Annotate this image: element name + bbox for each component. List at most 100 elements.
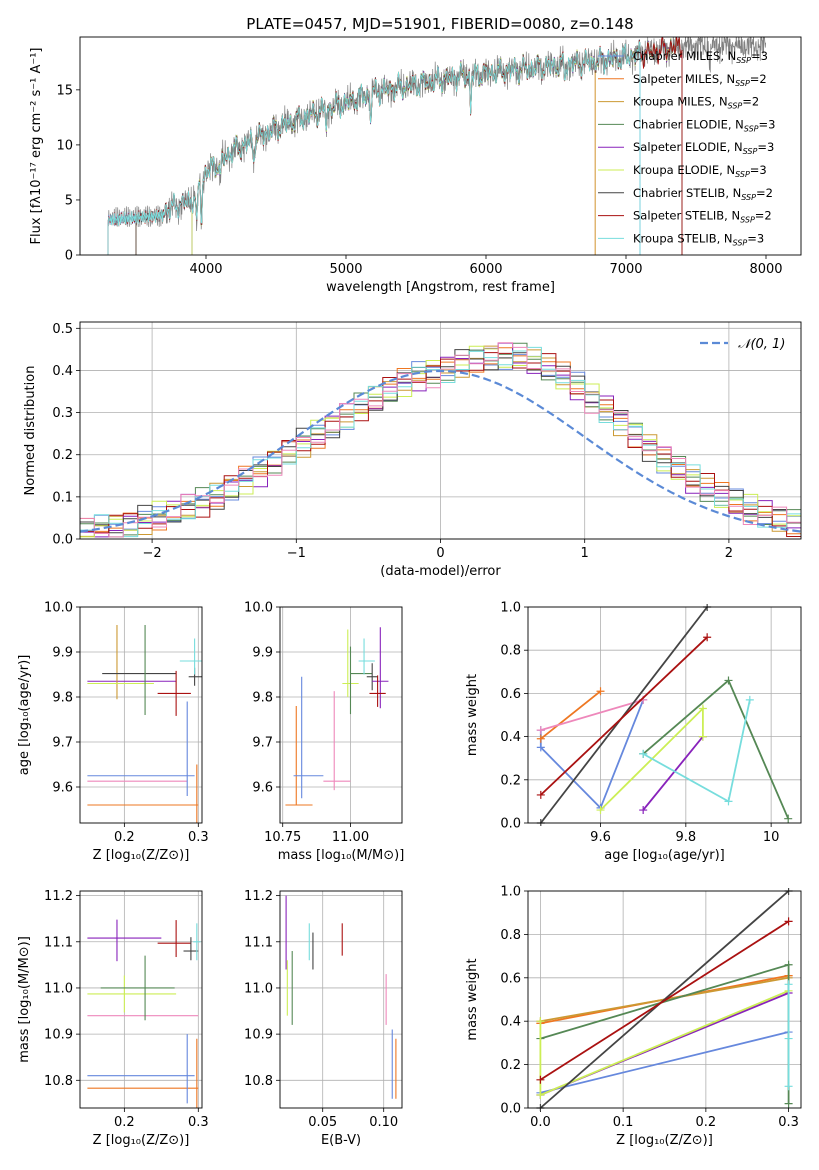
legend-entry: Kroupa ELODIE, NSSP=3	[633, 163, 767, 179]
data-point	[745, 695, 754, 704]
y-tick-label: 1.0	[500, 601, 521, 616]
data-point	[536, 1075, 545, 1084]
spectrum-axes	[76, 89, 767, 259]
x-axis-label: age [log₁₀(age/yr)]	[604, 848, 725, 863]
age-vs-Z-axes	[76, 606, 202, 827]
x-tick-label: 0.3	[778, 1115, 799, 1130]
mass-vs-EBV-points	[285, 895, 397, 1099]
y-tick-label: 0.4	[52, 364, 73, 379]
series-line	[539, 890, 790, 1109]
y-tick-label: 10.9	[244, 1028, 273, 1043]
y-tick-label: 0.6	[500, 687, 521, 702]
massweight-vs-Z-frame	[527, 890, 802, 1109]
x-tick-label: 0.0	[530, 1115, 551, 1130]
y-tick-label: 10.8	[244, 1074, 273, 1089]
x-axis-label: (data-model)/error	[380, 564, 501, 579]
y-tick-label: 9.7	[52, 736, 73, 751]
x-tick-label: 0.2	[114, 1115, 135, 1130]
model-spectrum-line	[135, 48, 596, 255]
y-axis-label: mass weight	[465, 674, 480, 756]
x-tick-label: −1	[287, 546, 306, 561]
x-tick-label: 0.3	[188, 1115, 209, 1130]
y-tick-label: 0.1	[52, 490, 73, 505]
data-point	[784, 814, 793, 823]
y-tick-label: 0	[65, 249, 73, 264]
y-tick-label: 11.0	[44, 981, 73, 996]
y-tick-label: 0.0	[500, 817, 521, 832]
data-point	[536, 1017, 545, 1026]
data-point	[698, 704, 707, 713]
y-axis-label: mass [log₁₀(M/M⊙)]	[17, 936, 32, 1063]
age-vs-Z-frame	[79, 606, 203, 824]
age-vs-mass-frame	[279, 606, 403, 824]
x-tick-label: 0.10	[369, 1115, 398, 1130]
x-tick-label: 11.00	[332, 830, 369, 845]
age-vs-mass-points	[285, 627, 389, 806]
legend-entry: Salpeter MILES, NSSP=2	[633, 72, 767, 88]
observed-spectrum	[107, 37, 767, 232]
figure-title: PLATE=0457, MJD=51901, FIBERID=0080, z=0…	[246, 15, 633, 33]
y-tick-label: 0.2	[500, 1058, 521, 1073]
y-tick-label: 9.8	[52, 691, 73, 706]
series-line	[642, 736, 704, 811]
y-tick-label: 0.3	[52, 406, 73, 421]
data-point	[536, 726, 545, 735]
histogram-plot	[80, 342, 801, 538]
legend-entry: Salpeter STELIB, NSSP=2	[633, 209, 772, 225]
x-tick-label: 2	[725, 546, 733, 561]
y-tick-label: 11.2	[244, 889, 273, 904]
data-point	[784, 980, 793, 989]
mass-vs-Z-points	[87, 919, 201, 1108]
series-line	[642, 678, 790, 820]
massweight-vs-age-axes	[524, 606, 801, 827]
x-tick-label: 9.8	[675, 830, 696, 845]
data-point	[784, 960, 793, 969]
legend-entry: Kroupa STELIB, NSSP=3	[633, 231, 764, 247]
y-tick-label: 10	[56, 138, 73, 153]
x-tick-label: 6000	[469, 262, 502, 277]
massweight-vs-age-frame	[527, 606, 802, 824]
legend-entry: Chabrier ELODIE, NSSP=3	[633, 117, 775, 133]
y-tick-label: 9.6	[52, 781, 73, 796]
y-axis-label: mass weight	[465, 958, 480, 1040]
data-point	[784, 1082, 793, 1091]
x-axis-label: wavelength [Angstrom, rest frame]	[326, 280, 555, 295]
data-point	[724, 797, 733, 806]
y-tick-label: 0.5	[52, 322, 73, 337]
series-line	[539, 989, 789, 1097]
massweight-vs-Z-lines	[536, 888, 793, 1111]
x-tick-label: 8000	[749, 262, 782, 277]
x-tick-label: 9.6	[590, 830, 611, 845]
y-tick-label: 0.2	[52, 448, 73, 463]
x-tick-label: 10	[763, 830, 780, 845]
y-tick-label: 11.1	[44, 935, 73, 950]
residual-hist-frame	[79, 321, 802, 540]
series-line	[540, 699, 644, 731]
legend-entry: Chabrier MILES, NSSP=3	[633, 49, 768, 65]
data-point	[536, 790, 545, 799]
y-axis-label: Normed distribution	[23, 366, 38, 496]
x-axis-label: Z [log₁₀(Z/Z⊙)]	[93, 848, 190, 863]
x-tick-label: 0.2	[114, 830, 135, 845]
histogram-step	[80, 342, 801, 538]
y-tick-label: 9.6	[252, 781, 273, 796]
y-tick-label: 9.9	[252, 646, 273, 661]
spectrum-plot	[107, 37, 767, 255]
mass-vs-Z-axes	[76, 891, 202, 1112]
x-axis-label: mass [log₁₀(M/M⊙)]	[278, 848, 405, 863]
data-point	[596, 687, 605, 696]
y-axis-label: age [log₁₀(age/yr)]	[17, 655, 32, 776]
data-point	[639, 749, 648, 758]
y-tick-label: 0.4	[500, 1015, 521, 1030]
y-tick-label: 0.8	[500, 644, 521, 659]
x-axis-label: E(B-V)	[321, 1133, 361, 1148]
y-tick-label: 5	[65, 193, 73, 208]
x-tick-label: 0.1	[613, 1115, 634, 1130]
legend-entry: Salpeter ELODIE, NSSP=3	[633, 140, 774, 156]
y-tick-label: 11.1	[244, 935, 273, 950]
legend-entry: Kroupa MILES, NSSP=2	[633, 95, 759, 111]
data-point	[724, 676, 733, 685]
series-line	[539, 920, 790, 1081]
data-point	[596, 806, 605, 815]
